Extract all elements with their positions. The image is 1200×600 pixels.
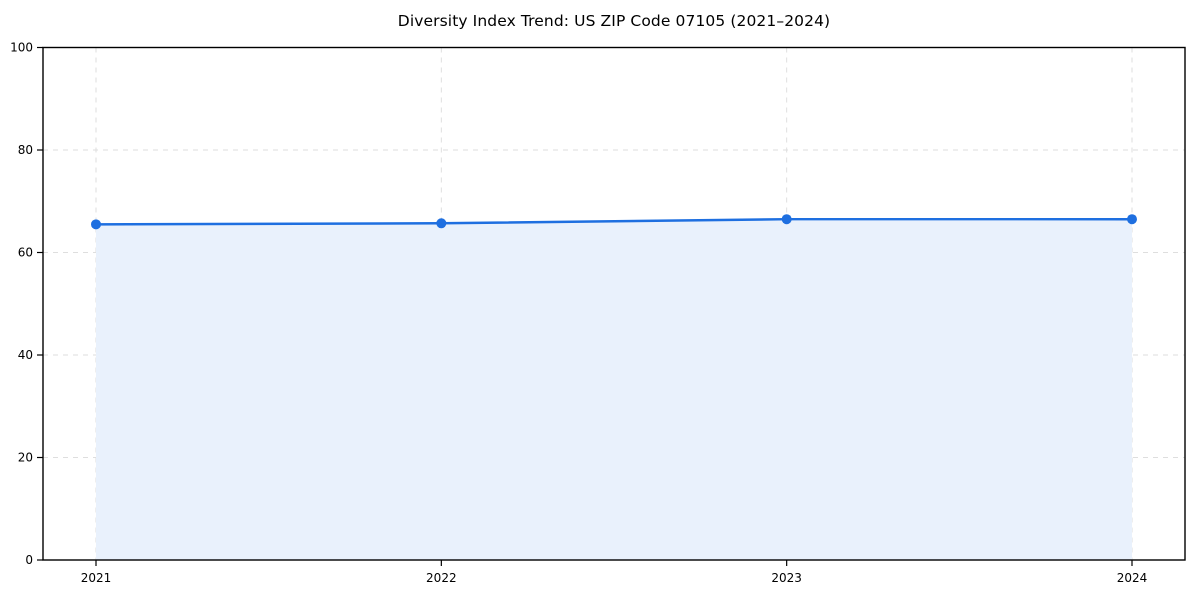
- data-point-marker: [781, 214, 792, 225]
- data-point-marker: [91, 219, 101, 230]
- area-fill: [96, 219, 1132, 560]
- data-point-marker: [436, 218, 447, 229]
- y-tick-label: 40: [18, 348, 33, 362]
- plot-border: [42, 46, 1186, 561]
- x-tick-label: 2024: [1117, 571, 1148, 585]
- data-point-marker: [1127, 214, 1137, 225]
- chart-title: Diversity Index Trend: US ZIP Code 07105…: [397, 12, 831, 30]
- y-tick-label: 0: [25, 553, 33, 567]
- trend-line: [94, 217, 1134, 226]
- y-tick-label: 100: [10, 41, 33, 55]
- x-tick-label: 2022: [426, 571, 457, 585]
- y-tick-label: 20: [18, 451, 33, 465]
- x-tick-label: 2021: [81, 571, 112, 585]
- y-tick-label: 80: [18, 143, 33, 157]
- y-tick-label: 60: [18, 246, 33, 260]
- x-tick-label: 2023: [771, 571, 802, 585]
